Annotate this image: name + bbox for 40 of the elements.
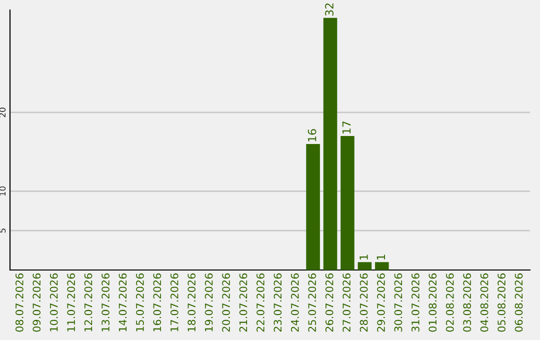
data-label: 16 — [308, 129, 316, 142]
x-tick-label: 31.07.2026 — [412, 273, 420, 332]
data-label: 1 — [376, 254, 385, 260]
x-tick-label: 12.07.2026 — [84, 273, 92, 332]
x-tick-label: 16.07.2026 — [153, 273, 162, 332]
x-tick-label: 11.07.2026 — [67, 273, 76, 332]
x-tick-label: 29.07.2026 — [377, 273, 385, 332]
x-tick-label: 09.07.2026 — [32, 273, 41, 332]
x-tick-label: 18.07.2026 — [188, 273, 196, 332]
x-tick-label: 14.07.2026 — [118, 273, 127, 332]
x-tick-label: 25.07.2026 — [308, 273, 316, 332]
x-tick-label: 06.08.2026 — [514, 273, 523, 332]
data-label: 32 — [325, 3, 334, 16]
x-tick-label: 30.07.2026 — [394, 273, 402, 332]
bar — [340, 136, 354, 270]
x-tick-label: 28.07.2026 — [360, 273, 368, 332]
x-tick-label: 23.07.2026 — [274, 273, 282, 332]
x-tick-label: 17.07.2026 — [170, 273, 178, 332]
x-tick-label: 22.07.2026 — [256, 273, 264, 332]
data-label: 1 — [360, 254, 368, 260]
x-tick-label: 21.07.2026 — [239, 273, 248, 332]
x-tick-label: 24.07.2026 — [290, 273, 299, 332]
x-tick-label: 27.07.2026 — [342, 273, 351, 332]
x-tick-label: 20.07.2026 — [222, 273, 230, 332]
x-tick-label: 04.08.2026 — [480, 273, 488, 332]
bar — [375, 262, 389, 270]
x-tick-label: 13.07.2026 — [102, 273, 110, 332]
x-tick-label: 05.08.2026 — [498, 273, 506, 332]
bar — [306, 144, 320, 270]
data-label: 17 — [342, 121, 351, 134]
x-tick-label: 08.07.2026 — [15, 273, 24, 332]
x-tick-label: 15.07.2026 — [136, 273, 144, 332]
x-tick-label: 10.07.2026 — [50, 273, 58, 332]
x-tick-label: 01.08.2026 — [428, 273, 437, 332]
x-tick-label: 19.07.2026 — [204, 273, 213, 332]
bar — [323, 18, 338, 270]
x-tick-label: 03.08.2026 — [463, 273, 472, 332]
x-tick-label: 02.08.2026 — [446, 273, 454, 332]
bar — [358, 262, 372, 270]
x-tick-label: 26.07.2026 — [325, 273, 334, 332]
